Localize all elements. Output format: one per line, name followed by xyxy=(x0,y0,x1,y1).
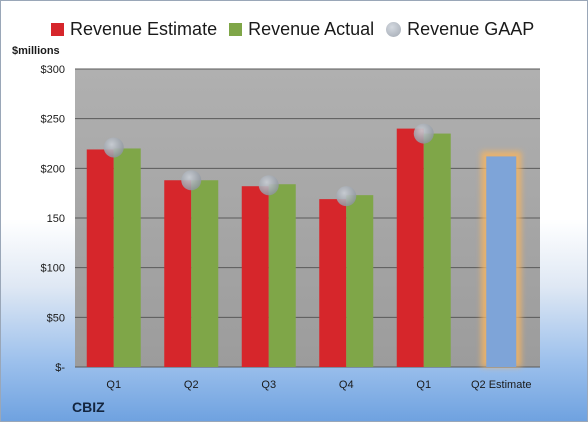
point-gaap-0 xyxy=(103,137,124,158)
legend-label-revenue-actual: Revenue Actual xyxy=(248,18,375,39)
legend: Revenue Estimate Revenue Actual Revenue … xyxy=(51,17,546,41)
y-tick-label-0: $- xyxy=(55,362,65,374)
y-tick-label-1: $50 xyxy=(47,312,65,324)
x-tick-label-5: Q2 Estimate xyxy=(471,379,532,391)
bar-estimate-4 xyxy=(396,128,424,367)
x-tick-label-1: Q2 xyxy=(184,379,199,391)
legend-item-revenue-estimate: Revenue Estimate xyxy=(51,19,217,40)
y-axis-unit-label: $millions xyxy=(12,45,60,57)
bar-actual-4 xyxy=(423,133,451,367)
y-tick-label-3: 150 xyxy=(47,213,65,225)
y-tick-label-6: $300 xyxy=(41,64,65,76)
x-tick-label-3: Q4 xyxy=(339,379,354,391)
legend-swatch-revenue-estimate xyxy=(51,22,64,36)
y-tick-label-5: $250 xyxy=(41,114,65,126)
legend-label-revenue-estimate: Revenue Estimate xyxy=(70,18,218,39)
bar-actual-0 xyxy=(113,148,141,367)
bar-estimate-0 xyxy=(86,149,114,367)
legend-item-revenue-gaap: Revenue GAAP xyxy=(386,19,534,40)
point-gaap-2 xyxy=(258,175,279,196)
x-tick-label-2: Q3 xyxy=(261,379,276,391)
x-tick-label-4: Q1 xyxy=(416,379,431,391)
x-tick-label-0: Q1 xyxy=(106,379,121,391)
bar-actual-3 xyxy=(346,195,374,367)
point-gaap-1 xyxy=(181,170,202,191)
bar-estimate-1 xyxy=(164,180,192,367)
bar-q2-estimate xyxy=(486,156,517,367)
bar-actual-2 xyxy=(268,184,296,367)
legend-item-revenue-actual: Revenue Actual xyxy=(229,19,374,40)
company-name: CBIZ xyxy=(72,399,105,415)
legend-swatch-revenue-actual xyxy=(229,22,243,36)
point-gaap-3 xyxy=(336,186,357,207)
y-tick-label-2: $100 xyxy=(41,263,65,275)
legend-label-revenue-gaap: Revenue GAAP xyxy=(407,18,535,39)
bar-actual-1 xyxy=(191,180,219,367)
legend-dot-revenue-gaap xyxy=(386,21,402,37)
y-tick-label-4: $200 xyxy=(41,163,65,175)
bar-estimate-2 xyxy=(241,186,269,367)
point-gaap-4 xyxy=(413,123,434,144)
bar-estimate-3 xyxy=(319,199,347,367)
